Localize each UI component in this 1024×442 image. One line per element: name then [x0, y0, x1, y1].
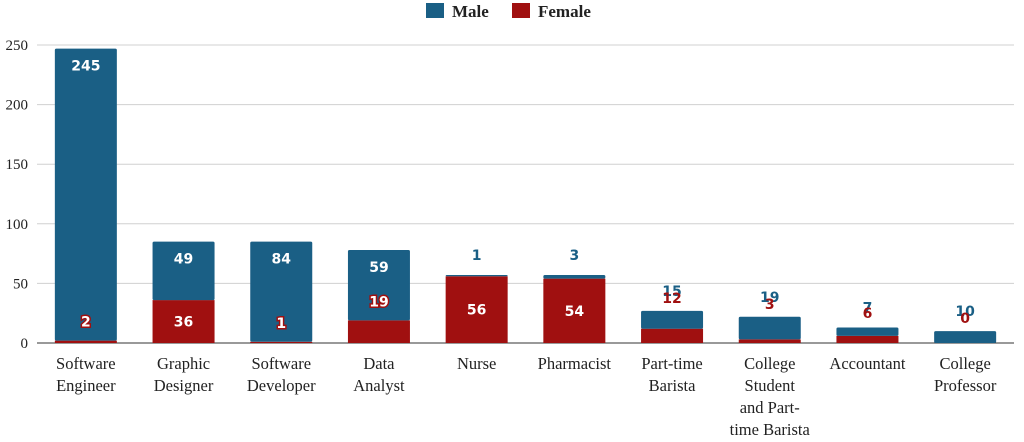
bar-female	[836, 335, 899, 343]
x-tick-label: Graphic Designer	[154, 354, 214, 395]
x-tick-label: Nurse	[457, 354, 496, 373]
bar-male	[543, 275, 606, 279]
x-tick-label: Software Developer	[247, 354, 316, 395]
bar-male	[54, 48, 117, 341]
data-label-male: 3	[569, 248, 579, 264]
legend-swatch-male	[426, 3, 444, 18]
y-tick-label: 250	[6, 38, 29, 54]
y-tick-label: 100	[6, 217, 29, 233]
data-label-female: 12	[662, 291, 681, 307]
legend-swatch-female	[512, 3, 530, 18]
data-label-female: 6	[863, 306, 873, 322]
bar-female	[445, 276, 508, 343]
data-label-male: 10	[955, 304, 975, 320]
bar-female	[152, 300, 215, 343]
data-label-female: 2	[81, 315, 91, 331]
bar-female	[641, 328, 704, 343]
data-label-male: 245	[71, 59, 100, 75]
y-tick-label: 50	[13, 276, 28, 292]
data-label-male: 49	[174, 252, 193, 268]
bar-male	[641, 310, 704, 329]
x-tick-label: College Student and Part-time Barista	[730, 354, 811, 439]
x-tick-label: Software Engineer	[56, 354, 116, 395]
bar-female	[738, 339, 801, 343]
y-tick-label: 0	[21, 336, 29, 352]
legend-label-female: Female	[538, 2, 591, 21]
data-label-male: 1	[472, 248, 482, 264]
x-tick-label: Part-time Barista	[641, 354, 702, 395]
y-tick-label: 200	[6, 98, 29, 114]
bar-female	[347, 320, 410, 343]
bar-female	[54, 340, 117, 343]
y-tick-label: 150	[6, 157, 29, 173]
x-tick-label: Pharmacist	[538, 354, 612, 373]
data-label-female: 54	[565, 304, 585, 320]
bar-male	[738, 316, 801, 340]
bar-male	[347, 250, 410, 321]
bar-male	[152, 241, 215, 301]
data-label-female: 0	[960, 311, 970, 327]
x-tick-label: Accountant	[829, 354, 905, 373]
x-tick-label: Data Analyst	[353, 354, 405, 395]
data-label-male: 59	[369, 260, 388, 276]
x-tick-label: College Professor	[934, 354, 997, 395]
data-label-male: 19	[760, 290, 779, 306]
data-label-male: 7	[863, 301, 873, 317]
bar-male	[250, 241, 313, 342]
data-label-male: 15	[662, 284, 681, 300]
data-label-female: 36	[174, 315, 193, 331]
data-label-female: 1	[276, 316, 286, 332]
bar-female	[543, 278, 606, 343]
data-label-female: 3	[765, 297, 775, 313]
data-label-female: 56	[467, 303, 486, 319]
bar-female	[250, 341, 313, 343]
bar-male	[445, 275, 508, 277]
bar-male	[836, 327, 899, 336]
data-label-male: 84	[272, 252, 292, 268]
bar-male	[934, 331, 997, 343]
legend-label-male: Male	[452, 2, 489, 21]
data-label-female: 19	[369, 294, 388, 310]
